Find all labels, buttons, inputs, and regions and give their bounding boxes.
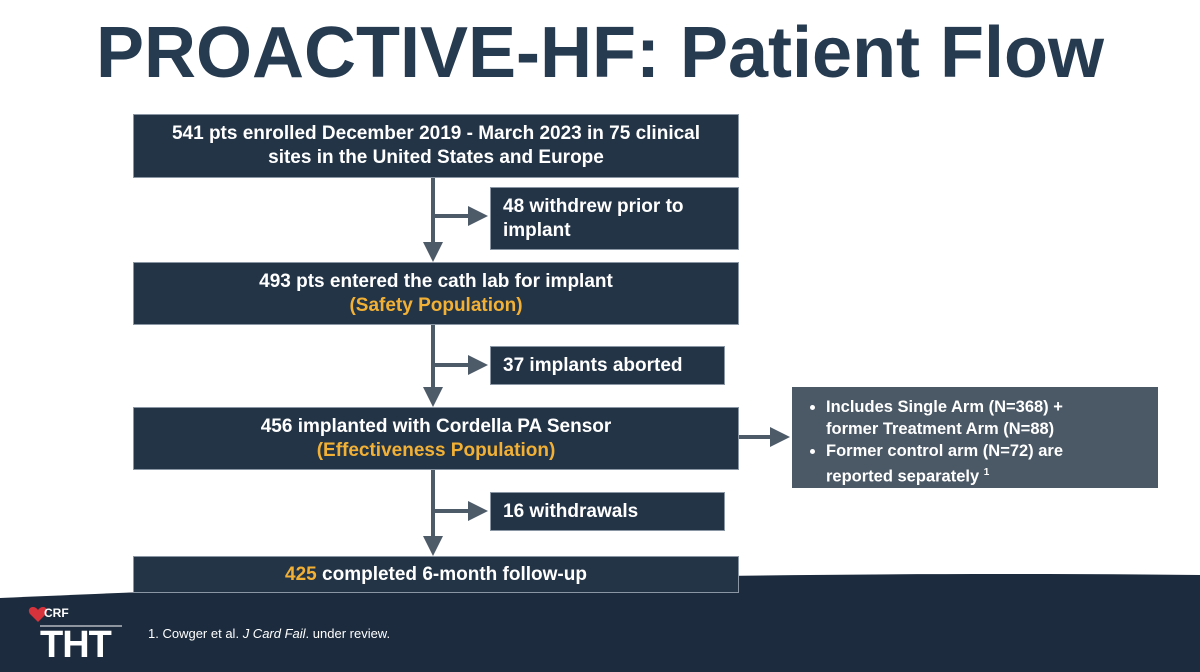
flow-box: 456 implanted with Cordella PA Sensor (E…: [133, 407, 739, 470]
bullet-line: Former control arm (N=72) are: [826, 442, 1064, 460]
population: (Effectiveness Population): [316, 439, 556, 461]
box-line: 16 withdrawals: [503, 500, 639, 522]
footnote: 1. Cowger et al. J Card Fail. under revi…: [148, 626, 390, 641]
box-line: 425 completed 6-month follow-up: [134, 563, 738, 587]
title: PROACTIVE-HF: Patient Flow: [96, 13, 1104, 93]
flow-box: 493 pts entered the cath lab for implant…: [133, 262, 739, 325]
footnote-status: . under review.: [305, 626, 391, 641]
exclusion-box: 16 withdrawals: [490, 492, 725, 531]
logo-brand: THT: [40, 624, 112, 666]
box-line: sites in the United States and Europe: [268, 147, 604, 168]
population: (Safety Population): [349, 294, 523, 316]
bullet-line: former Treatment Arm (N=88): [826, 420, 1055, 438]
footer-band: [0, 574, 1200, 672]
note-box: Includes Single Arm (N=368) + former Trea…: [792, 387, 1158, 488]
box-line: implant: [503, 219, 571, 241]
box-text: 493 pts entered the cath lab for implant: [259, 270, 613, 292]
bullet-line: reported separately: [826, 467, 980, 486]
note-list: Includes Single Arm (N=368) + former Trea…: [804, 396, 1148, 488]
bullet-line: Includes Single Arm (N=368) +: [826, 398, 1063, 416]
exclusion-box: 37 implants aborted: [490, 346, 725, 385]
note-bullet: Former control arm (N=72) are reported se…: [826, 440, 1148, 488]
footnote-authors: Cowger et al.: [162, 626, 240, 641]
flow-box: 541 pts enrolled December 2019 - March 2…: [133, 114, 739, 178]
logo-org: CRF: [44, 606, 69, 620]
box-text: completed 6-month follow-up: [322, 563, 587, 585]
count: 425: [285, 563, 317, 585]
logo-heart: [28, 607, 48, 622]
flow-box: 425 completed 6-month follow-up: [133, 556, 739, 593]
reference: 1: [983, 467, 990, 478]
footnote-number: 1.: [148, 626, 159, 641]
box-text: 456 implanted with Cordella PA Sensor: [260, 415, 612, 437]
footnote-journal: J Card Fail: [242, 626, 306, 641]
box-line: 37 implants aborted: [503, 354, 683, 376]
note-bullet: Includes Single Arm (N=368) + former Trea…: [826, 396, 1148, 440]
box-line: 48 withdrew prior to: [503, 195, 684, 217]
arrows: [423, 178, 790, 556]
exclusion-box: 48 withdrew prior to implant: [490, 187, 739, 250]
box-line: 541 pts enrolled December 2019 - March 2…: [171, 123, 701, 144]
